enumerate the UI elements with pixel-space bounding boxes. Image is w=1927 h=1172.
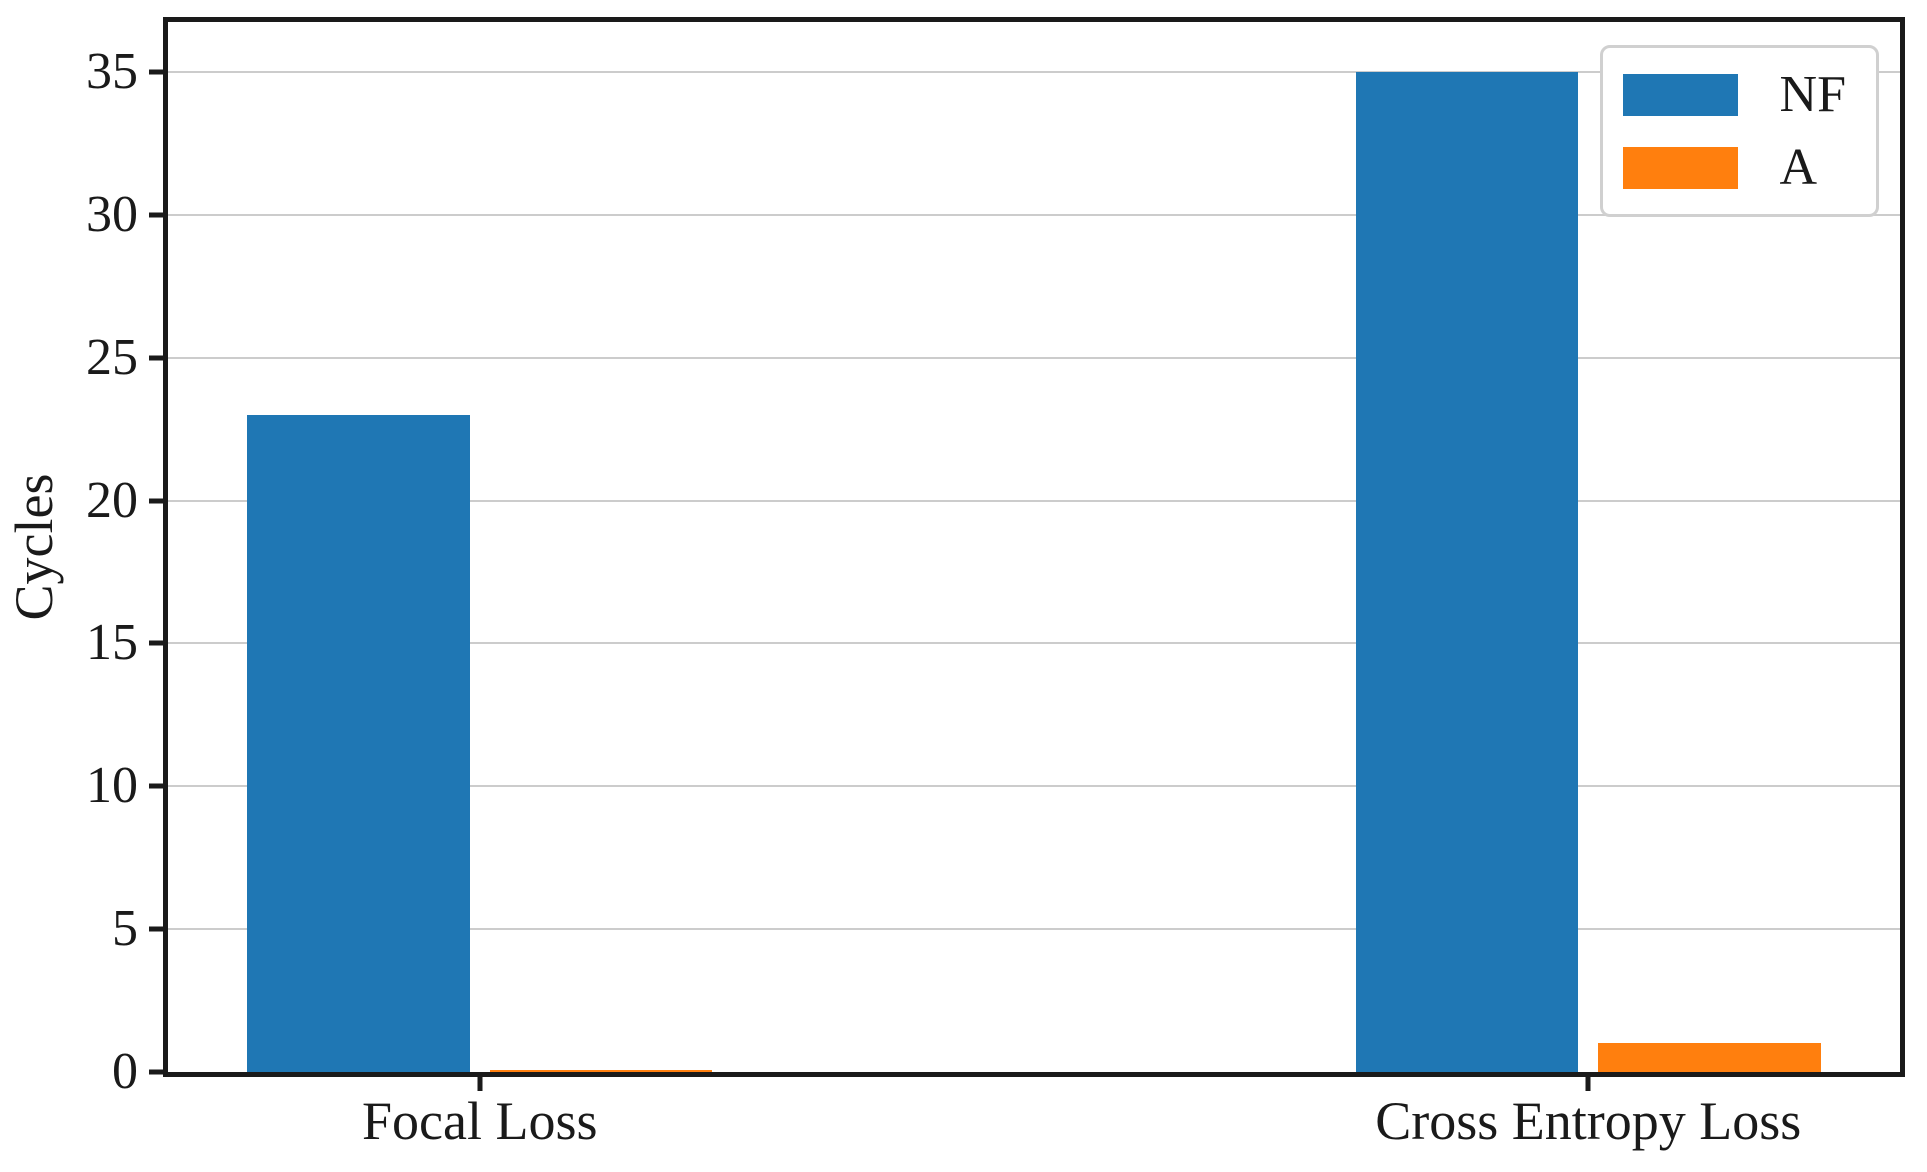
bar-a-cross-entropy-loss — [1598, 1043, 1821, 1072]
legend-item-nf: NF — [1622, 66, 1846, 123]
y-tick-label-35: 35 — [86, 43, 138, 100]
bar-nf-focal-loss — [247, 414, 470, 1072]
y-tick-label-10: 10 — [86, 757, 138, 815]
legend-swatch-a — [1622, 146, 1738, 189]
y-tick-mark-0 — [149, 1069, 163, 1075]
y-tick-mark-25 — [149, 355, 163, 361]
x-tick-mark-cross-entropy-loss — [1585, 1077, 1591, 1091]
y-tick-label-20: 20 — [86, 471, 138, 529]
x-tick-mark-focal-loss — [477, 1077, 483, 1091]
y-tick-mark-30 — [149, 212, 163, 218]
plot-area: 0 5 10 15 20 25 30 35 Focal Loss Cross Entropy Lo… — [86, 17, 1905, 1148]
gridline-15 — [168, 642, 1900, 645]
legend-label-nf: NF — [1779, 66, 1846, 123]
gridline-20 — [168, 499, 1900, 502]
y-tick-label-25: 25 — [86, 328, 138, 386]
gridline-10 — [168, 785, 1900, 788]
legend-label-a: A — [1779, 139, 1818, 197]
y-tick-label-15: 15 — [86, 614, 138, 672]
gridline-35 — [168, 71, 1900, 73]
gridline-5 — [168, 928, 1900, 931]
bar-a-focal-loss — [489, 1070, 713, 1072]
y-tick-label-30: 30 — [86, 185, 138, 243]
y-tick-mark-5 — [149, 926, 163, 932]
x-category-label-cross-entropy-loss: Cross Entropy Loss — [1375, 1091, 1802, 1151]
y-tick-mark-20 — [149, 498, 163, 504]
y-tick-label-0: 0 — [112, 1043, 138, 1100]
y-tick-mark-10 — [149, 783, 163, 789]
y-tick-mark-35 — [149, 69, 163, 75]
gridline-25 — [168, 356, 1900, 359]
y-tick-mark-15 — [149, 640, 163, 646]
y-tick-label-5: 5 — [112, 900, 138, 958]
bar-nf-cross-entropy-loss — [1355, 72, 1579, 1072]
gridline-30 — [168, 213, 1900, 216]
x-category-label-focal-loss: Focal Loss — [362, 1091, 598, 1151]
legend-item-a: A — [1622, 139, 1846, 197]
legend-box: NF A — [1599, 45, 1879, 218]
legend-swatch-nf — [1622, 73, 1738, 116]
